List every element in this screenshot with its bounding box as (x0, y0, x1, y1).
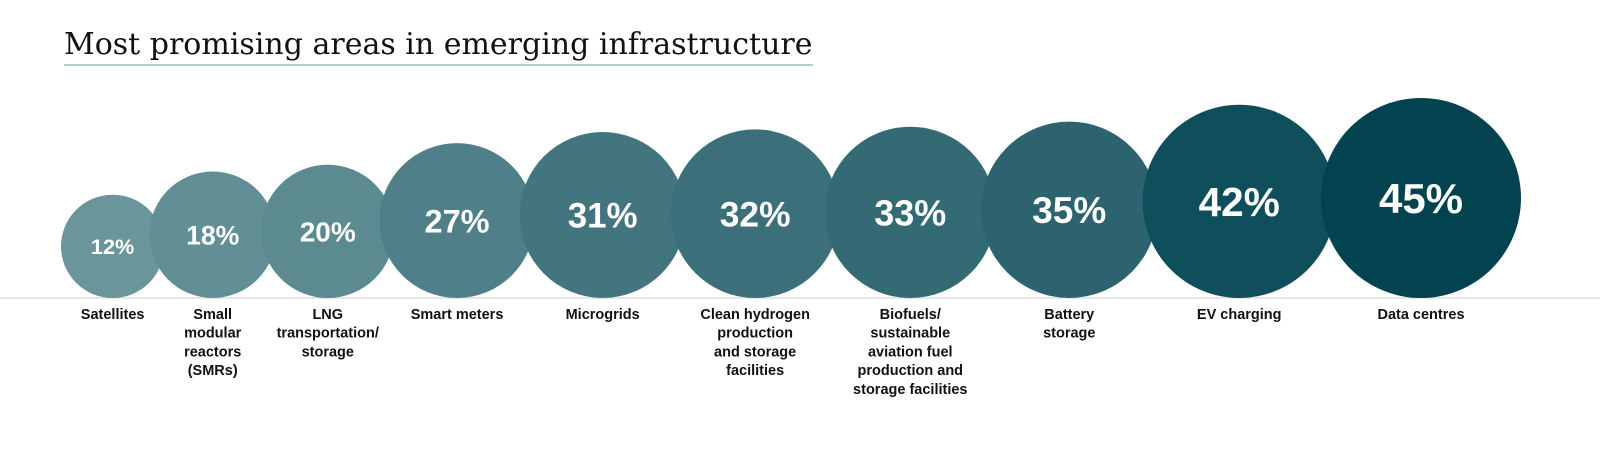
bubble-6 (670, 129, 840, 298)
bubble-5 (519, 132, 686, 298)
bubble-value-label-3: 20% (300, 216, 356, 247)
bubble-4 (379, 143, 535, 298)
bubble-value-label-7: 33% (874, 192, 946, 233)
bubble-value-label-4: 27% (425, 203, 490, 239)
bubble-3 (261, 164, 395, 298)
category-label-6: Clean hydrogen production and storage facil… (700, 307, 810, 379)
category-label-2: Small modular reactors (SMRs) (184, 307, 242, 379)
bubble-group: 12% 18% 20% 27% 31% 32% 33% 35% 42% 45% (61, 98, 1521, 299)
category-label-4: Smart meters (411, 307, 504, 323)
bubble-value-label-1: 12% (91, 234, 134, 259)
category-label-10: Data centres (1377, 307, 1464, 323)
category-label-9: EV charging (1197, 307, 1282, 323)
bubble-2 (149, 171, 276, 298)
category-label-3: LNG transportation/storage (277, 307, 379, 360)
bubble-value-label-10: 45% (1379, 175, 1463, 222)
bubble-value-label-5: 31% (568, 197, 638, 236)
bubble-9 (1142, 104, 1336, 298)
bubble-value-label-6: 32% (720, 194, 791, 234)
category-label-1: Satellites (81, 307, 145, 323)
category-label-5: Microgrids (566, 307, 640, 323)
bubble-8 (981, 121, 1158, 298)
bubble-value-label-8: 35% (1032, 190, 1106, 231)
bubble-value-label-2: 18% (186, 220, 239, 250)
chart-title: Most promising areas in emerging infrast… (64, 26, 813, 66)
bubble-value-label-9: 42% (1199, 179, 1280, 225)
category-label-7: Biofuels/sustainable aviation fuel product… (853, 307, 967, 398)
category-label-8: Battery storage (1043, 307, 1095, 342)
category-label-group: Satellites Small modular reactors (SMRs) LNG t… (81, 307, 1465, 398)
bubble-1 (61, 194, 165, 298)
bubble-7 (824, 126, 996, 299)
bubble-10 (1321, 98, 1521, 298)
